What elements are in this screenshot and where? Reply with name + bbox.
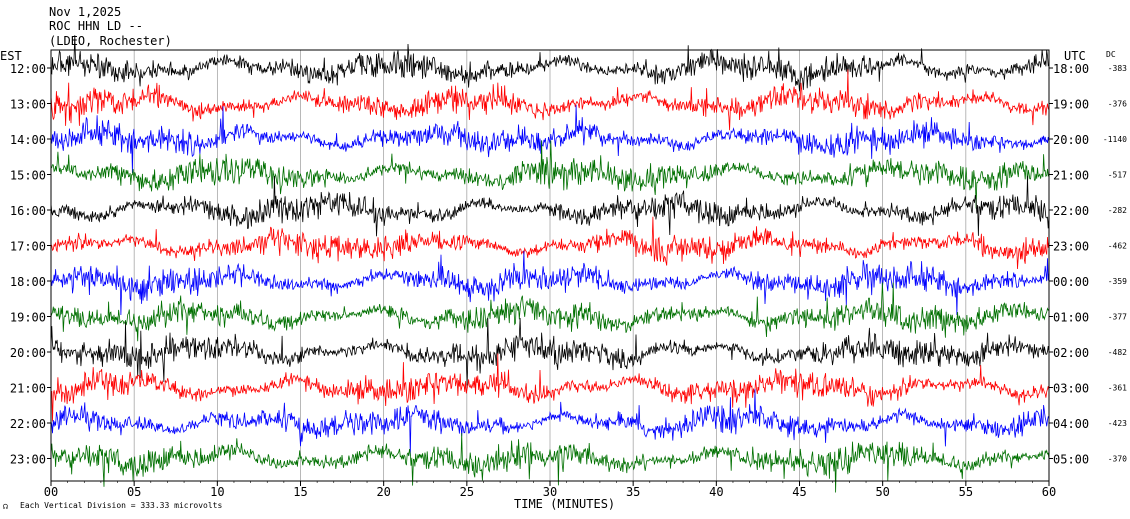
dc-offset-label: -383	[1108, 64, 1127, 73]
plot-frame	[50, 49, 1050, 482]
dc-offset-label: -359	[1108, 277, 1127, 286]
dc-offset-label: -361	[1108, 384, 1127, 393]
header-network: (LDEO, Rochester)	[49, 34, 172, 48]
x-tick-label: 00	[44, 485, 58, 499]
seismic-trace-row	[50, 282, 1050, 342]
seismic-trace-row	[50, 104, 1050, 174]
est-hour-label: 22:00	[10, 417, 46, 431]
seismic-trace-row	[50, 317, 1050, 386]
est-hour-label: 17:00	[10, 240, 46, 254]
axis-labels: 00 05 10 15 20 25 30 35 40 45 50 55 60 12:00 18:00 -383…	[10, 62, 1127, 499]
seismic-trace-row	[50, 140, 1050, 209]
utc-hour-label: 00:00	[1053, 275, 1089, 289]
x-tick-label: 40	[709, 485, 723, 499]
x-tick-label: 30	[543, 485, 557, 499]
utc-hour-label: 02:00	[1053, 346, 1089, 360]
seismic-trace-row	[50, 433, 1050, 493]
est-hour-label: 15:00	[10, 169, 46, 183]
dc-offset-label: -377	[1108, 313, 1127, 322]
x-tick-label: 60	[1042, 485, 1056, 499]
logo-mark: ☊	[3, 502, 8, 511]
est-hour-label: 18:00	[10, 275, 46, 289]
est-hour-label: 16:00	[10, 204, 46, 218]
dc-offset-label: -370	[1108, 455, 1127, 464]
est-hour-label: 13:00	[10, 98, 46, 112]
x-tick-label: 15	[293, 485, 307, 499]
dc-offset-label: -423	[1108, 419, 1127, 428]
est-hour-label: 12:00	[10, 62, 46, 76]
seismic-trace-row	[50, 69, 1050, 131]
scale-note: Each Vertical Division = 333.33 microvol…	[20, 501, 222, 510]
x-tick-label: 35	[626, 485, 640, 499]
est-hour-label: 23:00	[10, 453, 46, 467]
utc-hour-label: 22:00	[1053, 204, 1089, 218]
seismic-trace-row	[50, 353, 1050, 422]
x-axis-title: TIME (MINUTES)	[514, 497, 615, 511]
utc-hour-label: 05:00	[1053, 453, 1089, 467]
header-station: ROC HHN LD --	[49, 19, 143, 33]
dc-offset-label: -282	[1108, 206, 1127, 215]
utc-hour-label: 20:00	[1053, 133, 1089, 147]
est-hour-label: 21:00	[10, 382, 46, 396]
x-tick-label: 55	[959, 485, 973, 499]
utc-hour-label: 04:00	[1053, 417, 1089, 431]
dc-offset-label: -376	[1108, 100, 1127, 109]
seismic-trace-row	[50, 35, 1050, 92]
dc-offset-label: -462	[1108, 242, 1127, 251]
utc-hour-label: 21:00	[1053, 169, 1089, 183]
dc-offset-label: -1140	[1103, 135, 1127, 144]
header-date: Nov 1,2025	[49, 5, 121, 19]
seismic-trace-row	[50, 216, 1050, 270]
utc-hour-label: 01:00	[1053, 311, 1089, 325]
est-hour-label: 20:00	[10, 346, 46, 360]
x-tick-label: 20	[376, 485, 390, 499]
right-axis-title: UTC	[1064, 49, 1086, 63]
utc-hour-label: 23:00	[1053, 240, 1089, 254]
x-tick-label: 10	[210, 485, 224, 499]
dc-title: DC	[1106, 50, 1116, 59]
est-hour-label: 19:00	[10, 311, 46, 325]
est-hour-label: 14:00	[10, 133, 46, 147]
x-tick-label: 50	[875, 485, 889, 499]
seismic-trace-row	[50, 175, 1050, 237]
left-axis-title: EST	[0, 49, 22, 63]
x-tick-label: 05	[127, 485, 141, 499]
utc-hour-label: 18:00	[1053, 62, 1089, 76]
seismic-trace-row	[50, 388, 1050, 456]
utc-hour-label: 19:00	[1053, 98, 1089, 112]
utc-hour-label: 03:00	[1053, 382, 1089, 396]
traces	[50, 35, 1050, 493]
x-tick-label: 45	[792, 485, 806, 499]
dc-offset-label: -517	[1108, 171, 1127, 180]
dc-offset-label: -482	[1108, 348, 1127, 357]
x-tick-label: 25	[460, 485, 474, 499]
